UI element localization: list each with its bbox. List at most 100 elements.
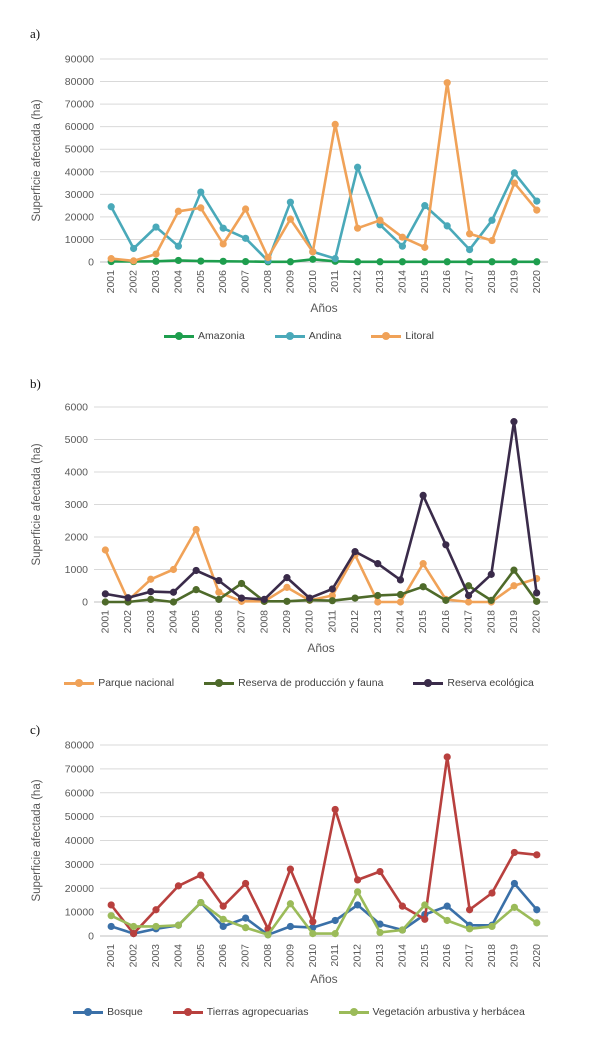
data-point: [286, 198, 294, 206]
data-point: [488, 258, 496, 266]
data-point: [421, 901, 429, 909]
legend-item: Amazonia: [163, 330, 245, 342]
data-point: [376, 258, 384, 266]
y-tick-label: 80000: [65, 76, 94, 88]
x-tick-label: 2016: [440, 610, 452, 634]
legend-item: Vegetación arbustiva y herbácea: [338, 1006, 525, 1018]
data-point: [309, 930, 317, 938]
data-point: [306, 594, 314, 602]
data-point: [464, 598, 473, 606]
y-tick-label: 50000: [65, 144, 94, 156]
data-point: [242, 924, 250, 932]
x-tick-label: 2019: [508, 610, 520, 634]
x-tick-label: 2009: [284, 270, 296, 294]
data-point: [510, 169, 518, 177]
series-line-parque-nacional: [104, 528, 537, 604]
data-point: [443, 258, 451, 266]
data-point: [510, 258, 518, 266]
data-point: [376, 216, 384, 224]
x-tick-label: 2003: [150, 270, 162, 294]
x-tick-label: 2012: [352, 944, 364, 968]
data-point: [107, 203, 115, 211]
y-tick-label: 10000: [65, 234, 94, 246]
x-tick-label: 2013: [374, 270, 386, 294]
chart-legend: Bosque Tierras agropecuarias Vegetación ar…: [0, 1006, 598, 1018]
series-line-reserva-ecol-gica: [105, 420, 538, 601]
data-point: [215, 588, 223, 596]
legend-label: Amazonia: [197, 330, 245, 342]
x-tick-label: 2017: [464, 270, 476, 294]
x-tick-label: 2018: [486, 944, 498, 968]
x-tick-label: 2006: [217, 944, 229, 968]
data-point: [107, 901, 115, 909]
data-point: [101, 598, 109, 606]
legend-swatch: [413, 678, 444, 688]
legend-item: Parque nacional: [64, 677, 174, 689]
data-point: [443, 79, 451, 87]
data-point: [169, 598, 178, 606]
chart-panel-b: b) 0 1000 2000 3000 4000 5000 6000 2001 2002 2003…: [0, 350, 598, 696]
data-point: [354, 163, 362, 171]
data-point: [464, 582, 473, 590]
data-point: [242, 257, 250, 266]
x-tick-label: 2017: [463, 610, 475, 634]
x-tick-label: 2011: [329, 944, 341, 967]
data-point: [488, 236, 496, 245]
series-line-tierras-agropecuarias: [110, 755, 537, 935]
line-chart-c: 0 10000 20000 30000 40000 50000 60000 70000 8000…: [31, 740, 548, 986]
data-point: [219, 224, 227, 232]
y-tick-label: 70000: [65, 99, 94, 111]
data-point: [510, 418, 518, 426]
line-chart-a: 0 10000 20000 30000 40000 50000 60000 70000 8000…: [31, 54, 548, 315]
x-tick-label: 2015: [417, 610, 429, 634]
data-point: [264, 931, 272, 939]
data-point: [309, 255, 317, 263]
legend-label: Tierras agropecuarias: [206, 1006, 309, 1018]
x-tick-label: 2003: [145, 610, 157, 634]
data-point: [152, 223, 160, 231]
data-point: [421, 915, 429, 923]
y-axis-title: Superficie afectada (ha): [31, 779, 43, 901]
x-tick-label: 2002: [122, 610, 134, 634]
series-line-amazonia: [111, 257, 537, 264]
data-point: [309, 918, 317, 926]
chart-panel-c: c) 0 10000 20000 30000 40000 50000 60000 70000 8…: [0, 696, 598, 1047]
data-point: [242, 205, 250, 213]
data-point: [101, 546, 109, 554]
data-point: [169, 588, 178, 596]
data-point: [152, 250, 160, 258]
x-tick-label: 2018: [485, 610, 497, 634]
data-point: [466, 245, 474, 254]
data-point: [510, 903, 518, 911]
x-tick-label: 2007: [240, 944, 252, 968]
data-point: [398, 242, 406, 250]
data-point: [147, 575, 155, 583]
x-tick-label: 2016: [441, 944, 453, 968]
data-point: [219, 922, 227, 931]
data-point: [197, 871, 205, 879]
legend-label: Reserva de producción y fauna: [238, 677, 384, 689]
x-tick-label: 2020: [531, 944, 543, 968]
data-point: [130, 922, 138, 931]
data-point: [466, 906, 474, 914]
y-tick-label: 1000: [65, 564, 89, 576]
x-tick-label: 2014: [396, 270, 408, 294]
data-point: [396, 598, 405, 606]
panel-label: a): [30, 26, 41, 41]
data-point: [192, 525, 200, 534]
data-point: [443, 902, 451, 910]
x-axis-title: Años: [310, 972, 337, 986]
data-point: [331, 805, 339, 814]
x-tick-label: 2009: [284, 944, 296, 968]
data-point: [328, 585, 336, 593]
legend-item: Reserva ecológica: [413, 677, 534, 689]
panel-label: b): [30, 376, 41, 391]
data-point: [283, 583, 291, 591]
data-point: [488, 889, 496, 897]
x-tick-label: 2019: [508, 270, 520, 294]
x-tick-label: 2010: [307, 944, 319, 968]
data-point: [101, 590, 109, 598]
y-tick-label: 30000: [65, 859, 94, 871]
y-tick-label: 20000: [65, 211, 94, 223]
data-point: [219, 902, 227, 910]
